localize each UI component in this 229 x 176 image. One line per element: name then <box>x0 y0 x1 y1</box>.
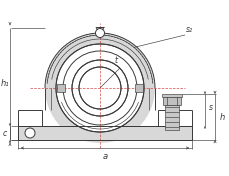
Text: h₁: h₁ <box>1 80 9 89</box>
Polygon shape <box>57 84 65 92</box>
Polygon shape <box>18 126 42 140</box>
Circle shape <box>95 29 104 37</box>
Text: c: c <box>3 128 7 137</box>
Polygon shape <box>18 126 191 140</box>
Polygon shape <box>164 105 178 130</box>
Text: t: t <box>114 56 117 65</box>
Polygon shape <box>18 126 42 140</box>
Text: a: a <box>102 152 107 161</box>
Polygon shape <box>134 84 142 92</box>
Circle shape <box>25 128 35 138</box>
Text: s: s <box>208 103 212 112</box>
Text: s₂: s₂ <box>185 25 192 34</box>
Circle shape <box>45 33 154 143</box>
Circle shape <box>79 67 120 109</box>
Polygon shape <box>42 126 157 140</box>
Polygon shape <box>162 97 180 105</box>
Circle shape <box>56 44 143 132</box>
Polygon shape <box>161 94 181 97</box>
Text: h: h <box>219 112 224 121</box>
Polygon shape <box>157 126 191 140</box>
Circle shape <box>72 60 128 116</box>
